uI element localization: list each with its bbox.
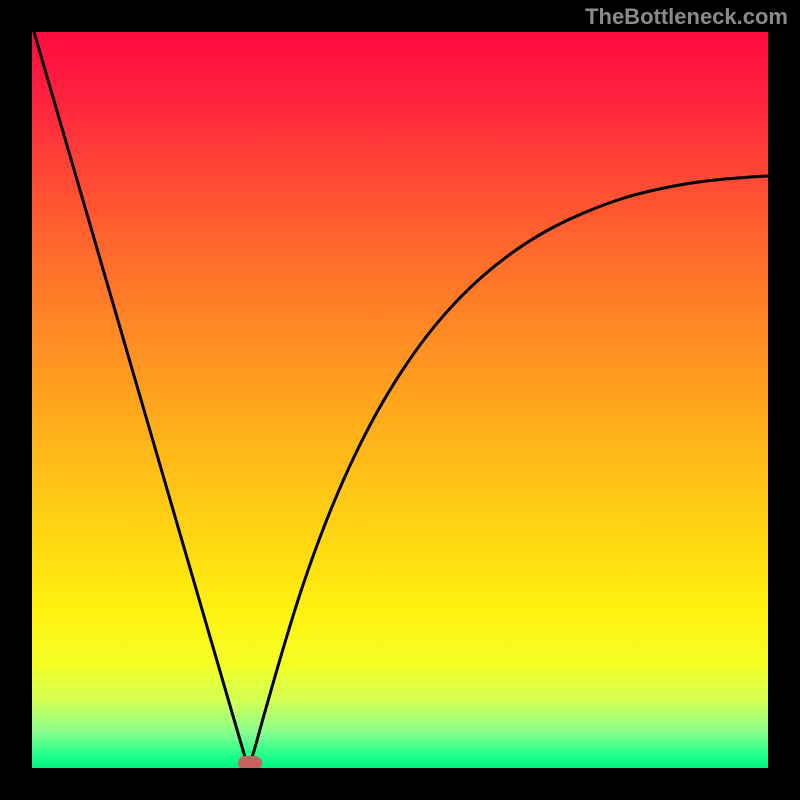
curve-right [250,176,768,764]
minimum-marker [238,756,262,768]
curve-left [34,32,247,764]
minimum-marker-shape [238,756,262,768]
chart-root: { "watermark_text": "TheBottleneck.com",… [0,0,800,800]
plot-area [32,32,768,768]
watermark-text: TheBottleneck.com [585,4,788,30]
curve-overlay [32,32,768,768]
